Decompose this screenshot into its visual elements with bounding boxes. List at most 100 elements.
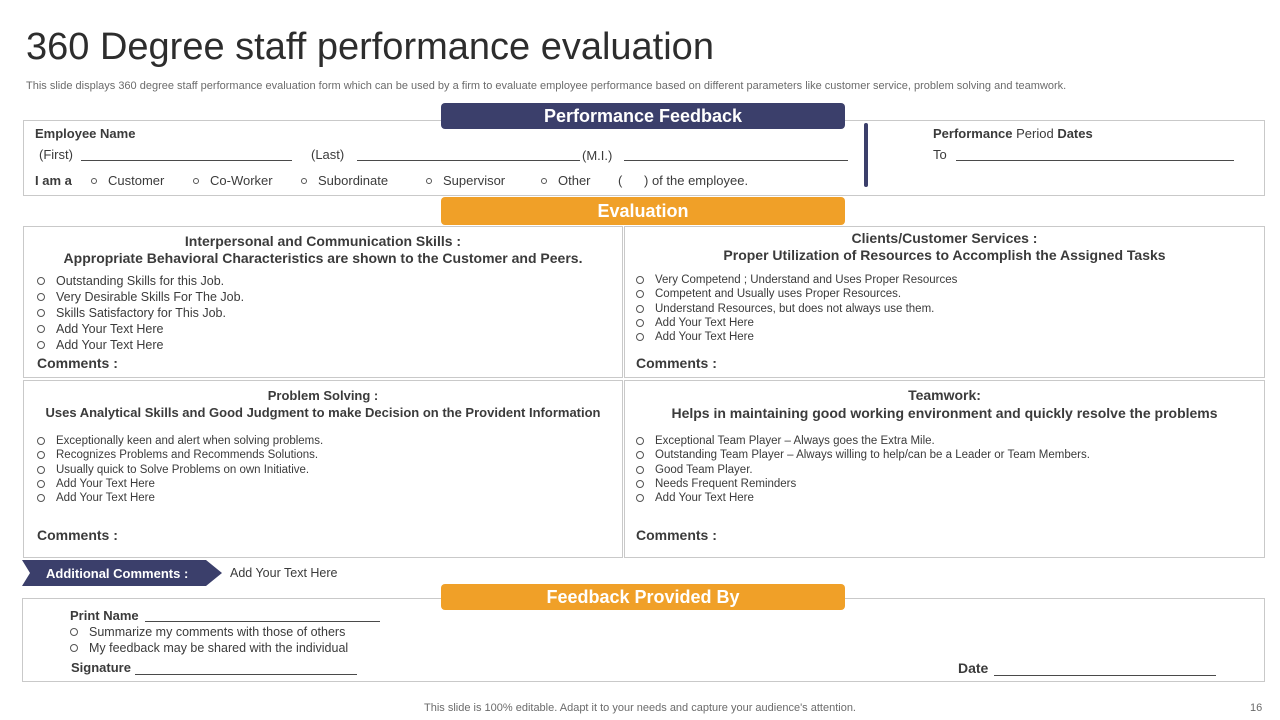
employee-name-label: Employee Name (35, 126, 136, 141)
radio-circle-icon (636, 290, 644, 299)
middle-initial-field[interactable] (624, 160, 848, 161)
list-item[interactable]: Add Your Text Here (636, 316, 957, 330)
period-to-label: To (933, 147, 947, 162)
list-item[interactable]: Add Your Text Here (37, 321, 244, 337)
section-subtitle: Appropriate Behavioral Characteristics a… (63, 250, 583, 266)
radio-circle-icon (91, 177, 97, 184)
date-label: Date (958, 660, 989, 676)
evaluation-section-interpersonal (23, 226, 623, 378)
radio-circle-icon (636, 480, 644, 489)
list-item[interactable]: Recognizes Problems and Recommends Solut… (37, 448, 323, 462)
signature-field[interactable] (135, 674, 357, 675)
radio-circle-icon (193, 177, 199, 184)
radio-circle-icon (37, 480, 45, 489)
list-item[interactable]: Skills Satisfactory for This Job. (37, 305, 244, 321)
radio-circle-icon (37, 277, 45, 285)
last-name-field[interactable] (357, 160, 580, 161)
section-options-list: Outstanding Skills for this Job. Very De… (37, 273, 244, 353)
list-item[interactable]: Outstanding Skills for this Job. (37, 273, 244, 289)
performance-feedback-banner: Performance Feedback (441, 103, 845, 129)
page-title: 360 Degree staff performance evaluation (26, 26, 714, 68)
radio-circle-icon (37, 437, 45, 446)
date-field[interactable] (994, 675, 1216, 676)
footer-note: This slide is 100% editable. Adapt it to… (424, 702, 856, 714)
role-option-subordinate[interactable]: Subordinate (301, 173, 388, 188)
radio-circle-icon (541, 177, 547, 184)
radio-circle-icon (37, 309, 45, 317)
evaluation-section-teamwork (624, 380, 1265, 558)
list-item[interactable]: Exceptional Team Player – Always goes th… (636, 434, 1090, 448)
print-name-label: Print Name (70, 608, 139, 623)
radio-circle-icon (636, 465, 644, 474)
radio-circle-icon (37, 465, 45, 474)
print-name-field[interactable] (145, 621, 380, 622)
list-item[interactable]: Very Competend ; Understand and Uses Pro… (636, 273, 957, 287)
comments-label: Comments : (636, 355, 717, 371)
radio-circle-icon (70, 644, 78, 652)
list-item[interactable]: Add Your Text Here (37, 477, 323, 491)
radio-circle-icon (636, 304, 644, 313)
section-subtitle: Helps in maintaining good working enviro… (671, 405, 1218, 421)
list-item[interactable]: Exceptionally keen and alert when solvin… (37, 434, 323, 448)
evaluation-section-customer-services (624, 226, 1265, 378)
role-option-supervisor[interactable]: Supervisor (426, 173, 505, 188)
of-employee-label: ( ) of the employee. (618, 173, 749, 188)
period-dates-field[interactable] (956, 160, 1234, 161)
signature-label: Signature (71, 660, 131, 675)
page-number: 16 (1250, 702, 1263, 714)
comments-label: Comments : (37, 527, 118, 543)
last-name-label: (Last) (311, 147, 345, 162)
radio-circle-icon (636, 451, 644, 460)
comments-label: Comments : (37, 355, 118, 371)
section-options-list: Exceptional Team Player – Always goes th… (636, 434, 1090, 505)
list-item[interactable]: Outstanding Team Player – Always willing… (636, 448, 1090, 462)
i-am-a-label: I am a (35, 173, 72, 188)
list-item[interactable]: Competent and Usually uses Proper Resour… (636, 287, 957, 301)
comments-label: Comments : (636, 527, 717, 543)
radio-circle-icon (636, 494, 644, 503)
list-item[interactable]: Add Your Text Here (636, 491, 1090, 505)
feedback-options-list: Summarize my comments with those of othe… (70, 624, 348, 656)
list-item[interactable]: Add Your Text Here (37, 491, 323, 505)
section-options-list: Exceptionally keen and alert when solvin… (37, 434, 323, 505)
section-subtitle: Proper Utilization of Resources to Accom… (723, 247, 1166, 263)
role-option-other[interactable]: Other (541, 173, 591, 188)
section-options-list: Very Competend ; Understand and Uses Pro… (636, 273, 957, 344)
radio-circle-icon (301, 177, 307, 184)
first-name-label: (First) (39, 147, 73, 162)
list-item[interactable]: Usually quick to Solve Problems on own I… (37, 463, 323, 477)
first-name-field[interactable] (81, 160, 292, 161)
feedback-provided-by-banner: Feedback Provided By (441, 584, 845, 610)
section-subtitle: Uses Analytical Skills and Good Judgment… (45, 405, 601, 420)
radio-circle-icon (37, 325, 45, 333)
performance-period-dates-label: Performance Period Dates (933, 126, 1093, 141)
radio-circle-icon (70, 628, 78, 636)
radio-circle-icon (37, 341, 45, 349)
vertical-divider (864, 123, 868, 187)
list-item[interactable]: Summarize my comments with those of othe… (70, 624, 348, 640)
page-subtitle: This slide displays 360 degree staff per… (26, 80, 1067, 92)
section-title: Problem Solving : (267, 388, 379, 403)
list-item[interactable]: Good Team Player. (636, 463, 1090, 477)
middle-initial-label: (M.I.) (582, 148, 613, 163)
section-title: Clients/Customer Services : (851, 230, 1038, 246)
list-item[interactable]: Understand Resources, but does not alway… (636, 302, 957, 316)
radio-circle-icon (426, 177, 432, 184)
radio-circle-icon (636, 333, 644, 342)
list-item[interactable]: Add Your Text Here (636, 330, 957, 344)
radio-circle-icon (636, 319, 644, 328)
additional-comments-text[interactable]: Add Your Text Here (230, 566, 338, 580)
additional-comments-label: Additional Comments : (22, 560, 222, 586)
list-item[interactable]: My feedback may be shared with the indiv… (70, 640, 348, 656)
radio-circle-icon (37, 494, 45, 503)
evaluation-section-problem-solving (23, 380, 623, 558)
role-option-customer[interactable]: Customer (91, 173, 164, 188)
role-option-co-worker[interactable]: Co-Worker (193, 173, 273, 188)
radio-circle-icon (636, 276, 644, 285)
list-item[interactable]: Add Your Text Here (37, 337, 244, 353)
radio-circle-icon (37, 293, 45, 301)
list-item[interactable]: Very Desirable Skills For The Job. (37, 289, 244, 305)
section-title: Interpersonal and Communication Skills : (184, 233, 462, 249)
list-item[interactable]: Needs Frequent Reminders (636, 477, 1090, 491)
radio-circle-icon (37, 451, 45, 460)
